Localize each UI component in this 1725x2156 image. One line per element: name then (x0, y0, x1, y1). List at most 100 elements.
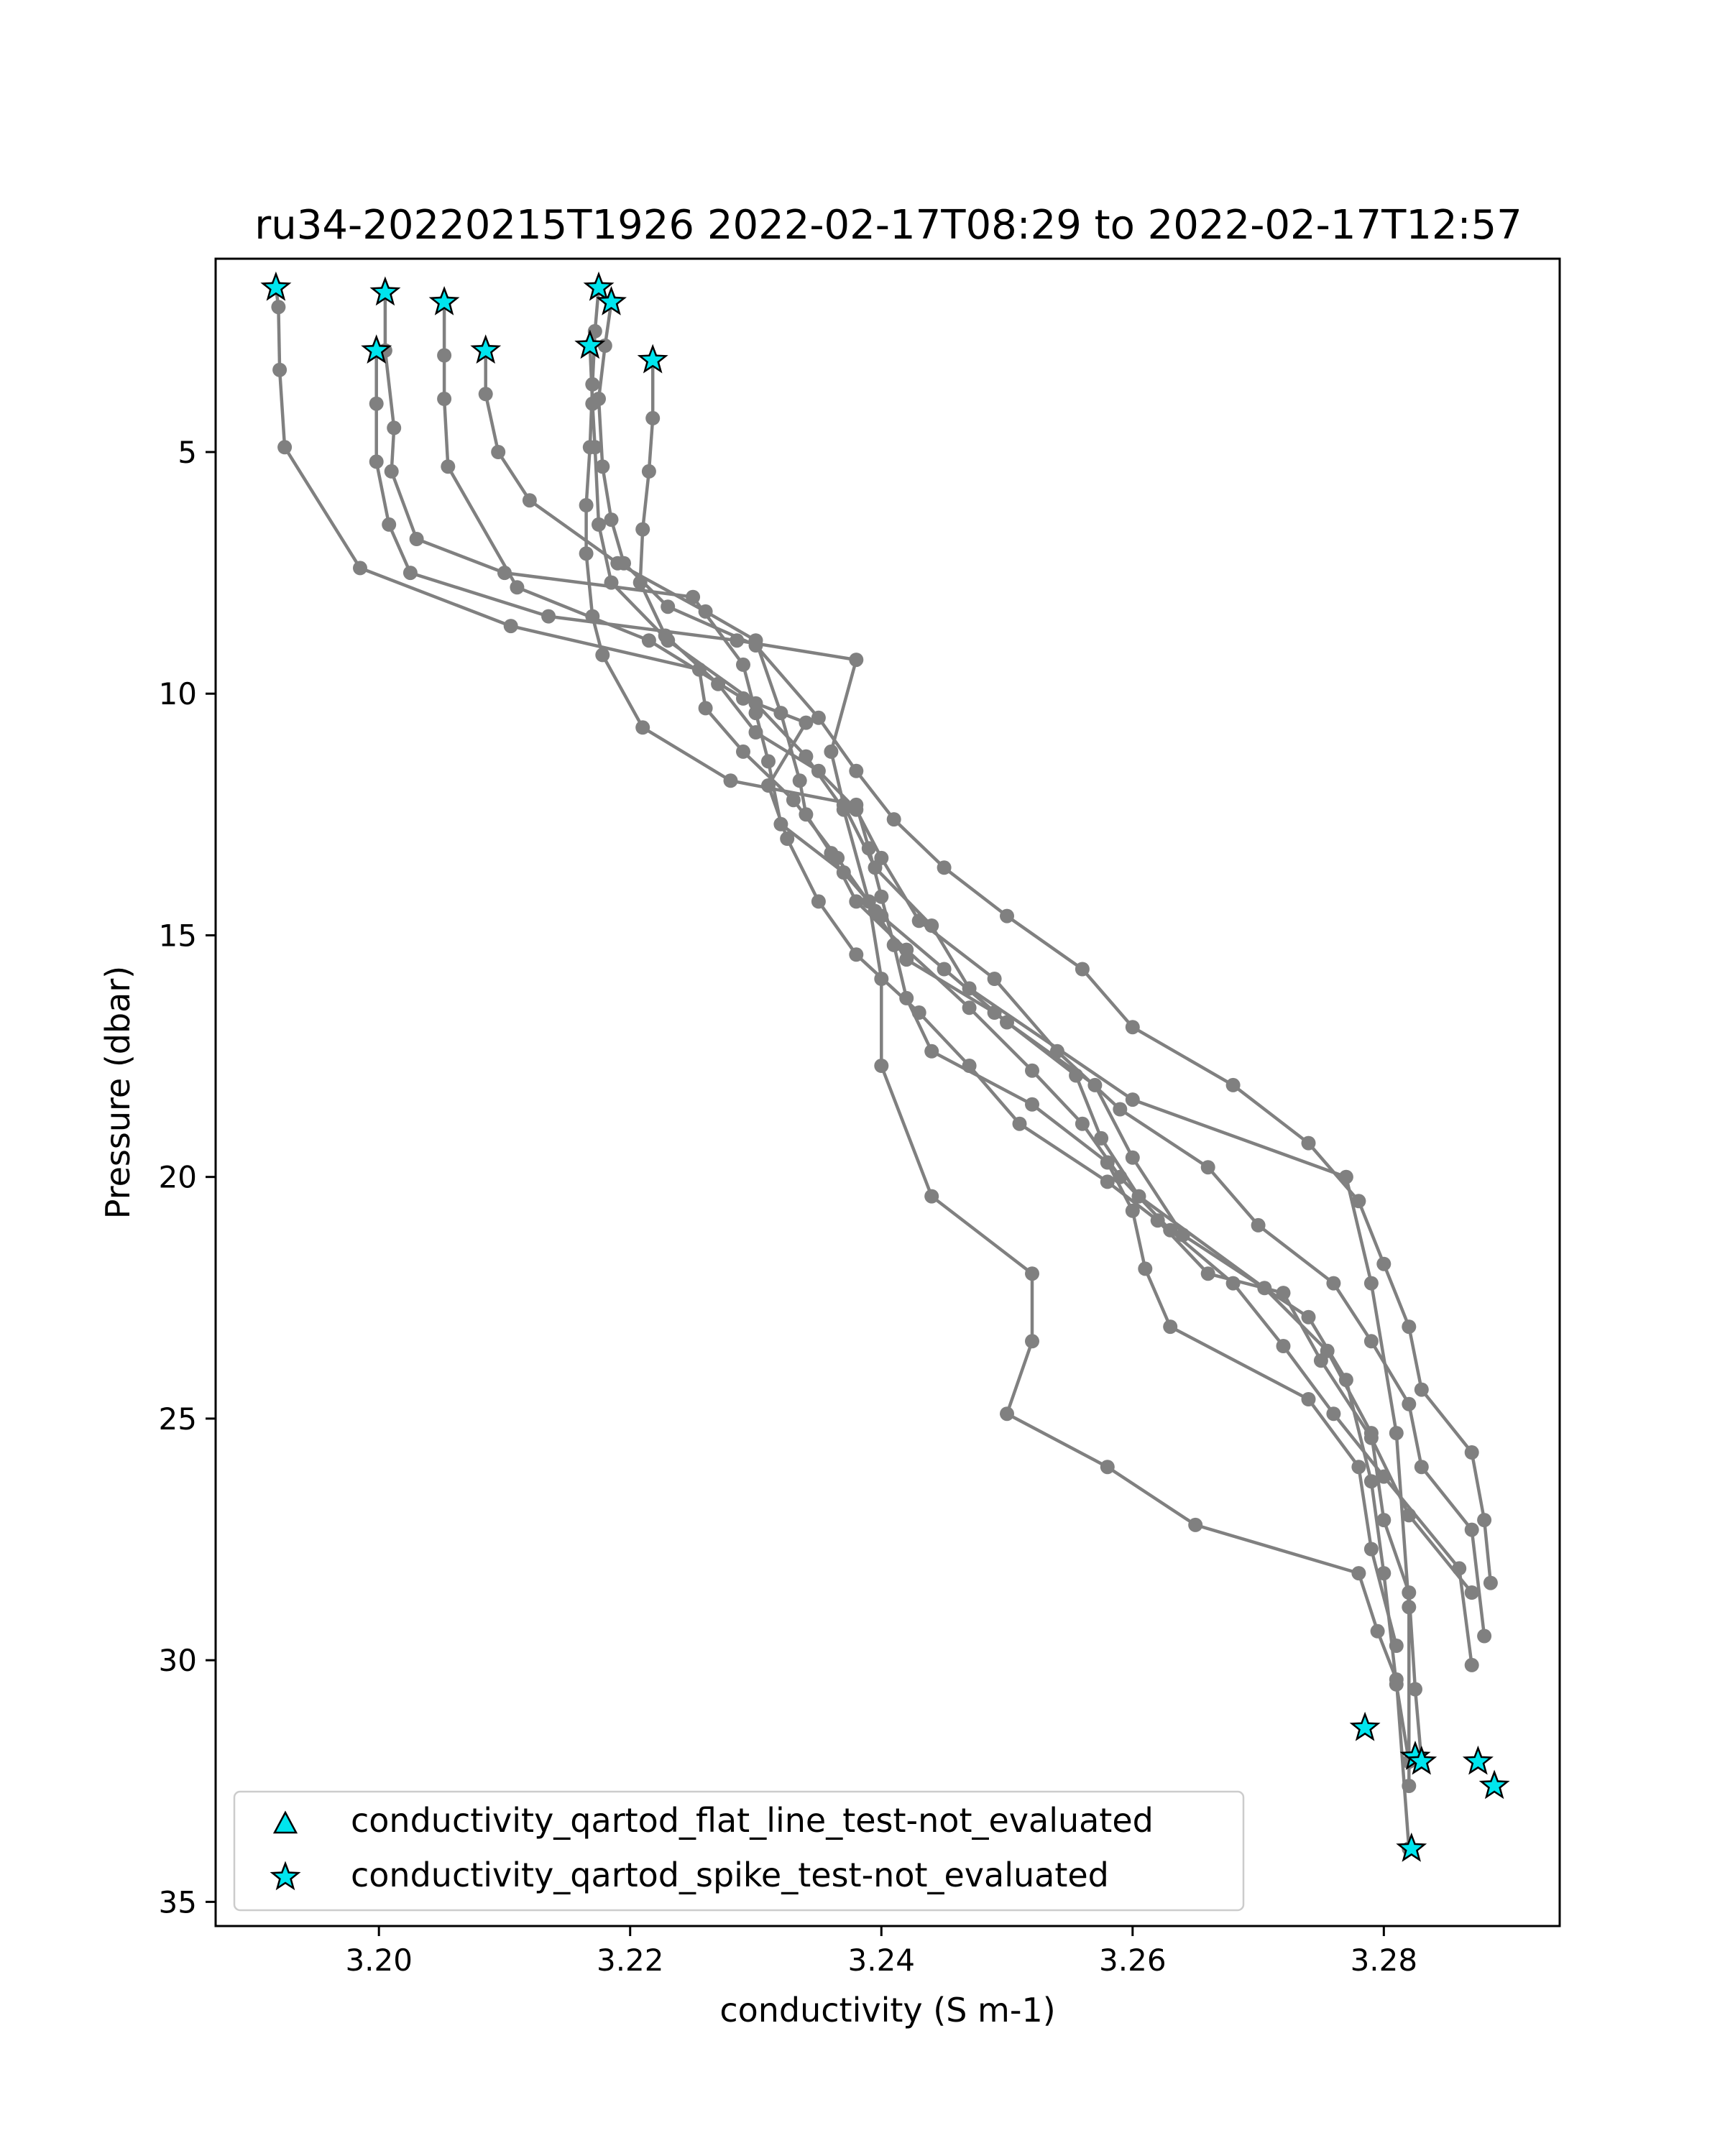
series-1-point (272, 362, 288, 377)
legend-item-flat-line: conductivity_qartod_flat_line_test-not_e… (272, 1801, 1154, 1840)
series-2-point (686, 589, 701, 604)
series-6-point (723, 773, 738, 788)
series-1-point (271, 300, 286, 315)
series-1-point (736, 744, 750, 759)
y-tick-label: 15 (159, 918, 197, 953)
series-3-point (824, 744, 839, 759)
series-6-point (874, 889, 889, 904)
series-1-point (1094, 1130, 1109, 1146)
series-7-point (1125, 1020, 1140, 1035)
series-7-point (1464, 1445, 1479, 1460)
series-4-point (849, 947, 864, 962)
series-7-point (617, 556, 631, 571)
series-6-point (579, 546, 594, 561)
series-4-point (510, 580, 525, 595)
series-7-point (1301, 1135, 1316, 1151)
series-5-line (484, 350, 1473, 1666)
series-7-point (1477, 1513, 1492, 1528)
series-3-point (962, 981, 977, 996)
series-5-point (849, 894, 864, 909)
series-7 (592, 295, 1498, 1590)
series-7-point (1225, 1077, 1241, 1092)
legend-box (233, 1790, 1245, 1912)
series-7-point (1414, 1382, 1429, 1397)
series-5-point (1225, 1276, 1241, 1291)
series-2-point (1000, 1015, 1014, 1030)
series-2-line (383, 292, 1411, 1762)
series-5-point (1464, 1657, 1479, 1672)
series-4-point (441, 459, 456, 474)
series-3-point (1125, 1092, 1140, 1107)
series-3-point (369, 454, 384, 469)
series-3-point (1363, 1276, 1379, 1291)
series-5-point (1276, 1339, 1291, 1353)
legend: conductivity_qartod_flat_line_test-not_e… (233, 1790, 1245, 1912)
series-5-point (1452, 1561, 1467, 1576)
series-5-point (1075, 1116, 1090, 1131)
series-5-point (478, 387, 493, 402)
series-9-point (1402, 1396, 1417, 1411)
series-4-point (811, 894, 826, 909)
y-tick-label: 10 (159, 676, 197, 711)
series-5-point (1326, 1406, 1341, 1422)
series-7-point (1075, 962, 1090, 977)
series-4-point (1464, 1585, 1479, 1600)
series-8-point (748, 696, 763, 711)
spike-test-star-marker (583, 271, 615, 301)
series-9-point (711, 676, 726, 691)
series-6-point (899, 990, 914, 1005)
series-2-point (736, 657, 750, 672)
spike-test-star-marker (361, 334, 392, 364)
series-4-point (736, 691, 750, 706)
series-9-point (632, 575, 648, 590)
y-axis: 5 10 15 20 25 30 35 (159, 435, 216, 1920)
series-6-point (579, 498, 594, 512)
y-tick-label: 25 (159, 1401, 197, 1437)
series-8-point (1025, 1334, 1039, 1349)
series-9-point (645, 410, 661, 425)
series-4-point (1150, 1213, 1165, 1228)
series-5-point (491, 445, 506, 459)
series-2-point (387, 420, 402, 436)
series-5 (478, 343, 1479, 1672)
series-4-point (1363, 1430, 1379, 1445)
series-2-point (937, 962, 952, 977)
series-9-point (849, 802, 864, 817)
series-5-point (899, 942, 914, 957)
y-tick-label: 35 (159, 1884, 197, 1920)
legend-star-shape (270, 1861, 301, 1891)
series-7-point (1000, 908, 1014, 923)
series-6-point (595, 648, 610, 663)
series-6-point (1163, 1319, 1178, 1335)
series-3-point (541, 609, 556, 624)
spike-test-star-marker (596, 285, 627, 315)
series-8-line (588, 345, 1411, 1849)
series-9-point (1363, 1334, 1379, 1349)
series-2-point (409, 532, 424, 546)
series-9-point (1113, 1102, 1128, 1117)
series-8-point (1370, 1623, 1385, 1639)
series-6-point (1100, 1155, 1115, 1170)
series-9-point (641, 464, 656, 479)
series-5-point (799, 807, 814, 822)
series-6-point (886, 937, 901, 952)
series-9-point (911, 913, 926, 929)
series-2-point (1376, 1566, 1392, 1581)
series-5-point (824, 846, 839, 861)
series-9-point (1414, 1460, 1429, 1475)
spike-test-star-marker (1478, 1769, 1510, 1800)
chart-title: ru34-20220215T1926 2022-02-17T08:29 to 2… (254, 202, 1522, 249)
spike-test-star-marker (1349, 1711, 1381, 1741)
series-8-point (1351, 1566, 1366, 1581)
series-6-point (1125, 1203, 1140, 1218)
series-9-point (987, 972, 1002, 986)
series-8-point (1025, 1266, 1039, 1281)
x-tick-label: 3.28 (1351, 1943, 1418, 1978)
series-1-point (353, 561, 367, 576)
series-2-point (761, 754, 776, 769)
series-8-point (1000, 1406, 1014, 1422)
series-7-point (937, 860, 952, 875)
spike-test-star-marker (637, 344, 668, 374)
y-tick-label: 5 (178, 435, 197, 470)
series-4-point (1100, 1174, 1115, 1189)
